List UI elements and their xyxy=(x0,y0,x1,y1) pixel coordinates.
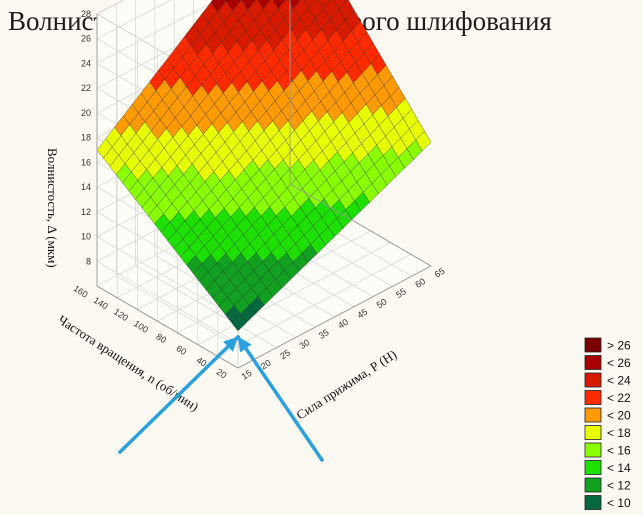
legend-swatch xyxy=(584,355,602,370)
y-tick-label: 60 xyxy=(174,343,188,357)
z-tick-label: 10 xyxy=(81,232,91,242)
z-tick-label: 8 xyxy=(86,256,91,266)
x-tick-label: 65 xyxy=(433,266,447,280)
legend-swatch xyxy=(584,460,602,475)
y-tick-label: 40 xyxy=(195,355,209,369)
x-tick-label: 15 xyxy=(240,368,254,382)
x-tick-label: 55 xyxy=(394,286,408,300)
arrows xyxy=(118,335,324,462)
x-tick-label: 25 xyxy=(278,347,292,361)
grid-line-z xyxy=(96,236,239,319)
x-axis-ticks: 15 20 25 30 35 40 45 50 55 60 65 xyxy=(240,266,447,382)
z-axis-ticks: 8 10 12 14 16 18 20 22 24 26 28 xyxy=(81,9,91,266)
z-tick-label: 20 xyxy=(81,108,91,118)
legend-label: < 12 xyxy=(607,479,631,493)
x-axis-title: Сила прижима, Р (Н) xyxy=(293,347,399,423)
surface-cell xyxy=(231,313,248,332)
z-tick-label: 12 xyxy=(81,207,91,217)
arrow-right xyxy=(236,335,324,462)
grid-line-z xyxy=(96,260,239,344)
z-tick-label: 26 xyxy=(81,34,91,44)
legend-label: < 10 xyxy=(607,496,631,510)
legend-item: < 14 xyxy=(584,460,631,475)
legend-item: < 26 xyxy=(584,355,631,370)
z-tick-label: 14 xyxy=(81,182,91,192)
x-tick-label: 20 xyxy=(259,358,273,372)
legend-label: > 26 xyxy=(607,339,631,353)
y-tick-label: 120 xyxy=(112,307,130,324)
arrow-left xyxy=(118,335,240,454)
legend-label: < 22 xyxy=(607,391,631,405)
y-tick-label: 140 xyxy=(92,295,110,312)
x-axis-line xyxy=(237,265,432,369)
y-tick-label: 100 xyxy=(132,318,150,335)
x-tick-label: 35 xyxy=(317,327,331,341)
z-tick-label: 18 xyxy=(81,133,91,143)
legend-swatch xyxy=(584,477,602,493)
legend-swatch xyxy=(584,425,602,440)
legend-item: < 10 xyxy=(584,495,631,510)
legend-swatch xyxy=(584,390,602,405)
z-tick-label: 28 xyxy=(81,9,91,19)
x-tick-label: 30 xyxy=(298,337,312,351)
legend-label: < 24 xyxy=(607,374,631,388)
surface-mesh xyxy=(96,0,432,332)
legend: > 26 < 26 < 24 < 22 < 20 < 18 < 16 < 14 < 12 < 10 xyxy=(584,337,631,510)
legend-swatch xyxy=(584,337,602,353)
x-tick-label: 60 xyxy=(413,276,427,290)
y-axis-line xyxy=(96,285,239,369)
legend-swatch xyxy=(584,495,602,510)
legend-item: < 16 xyxy=(584,442,631,458)
legend-item: < 22 xyxy=(584,390,631,405)
x-tick-label: 50 xyxy=(375,296,389,310)
z-tick-label: 16 xyxy=(81,157,91,167)
legend-item: < 20 xyxy=(584,407,631,423)
z-tick-label: 24 xyxy=(81,59,91,69)
legend-swatch xyxy=(584,442,602,458)
legend-label: < 16 xyxy=(607,444,631,458)
y-tick-label: 80 xyxy=(154,331,168,345)
z-axis-title: Волнистость, Δ (мкм) xyxy=(45,148,60,268)
legend-swatch xyxy=(584,407,602,423)
legend-swatch xyxy=(584,372,602,388)
legend-item: < 24 xyxy=(584,372,631,388)
y-tick-label: 20 xyxy=(215,367,229,381)
y-tick-label: 160 xyxy=(72,283,90,300)
legend-label: < 18 xyxy=(607,426,631,440)
box-edge xyxy=(289,183,432,267)
grid-line-x xyxy=(135,265,277,348)
box-front-edges xyxy=(96,0,432,369)
legend-label: < 26 xyxy=(607,356,631,370)
legend-label: < 14 xyxy=(607,461,631,475)
grid-line-y xyxy=(197,242,391,345)
grid-line-z xyxy=(96,0,172,40)
legend-item: < 12 xyxy=(584,477,631,493)
x-tick-label: 45 xyxy=(355,307,369,321)
grid-line-y xyxy=(217,253,412,357)
legend-item: > 26 xyxy=(584,337,631,353)
legend-item: < 18 xyxy=(584,425,631,440)
z-tick-label: 22 xyxy=(81,83,91,93)
x-tick-label: 40 xyxy=(336,317,350,331)
legend-label: < 20 xyxy=(607,409,631,423)
